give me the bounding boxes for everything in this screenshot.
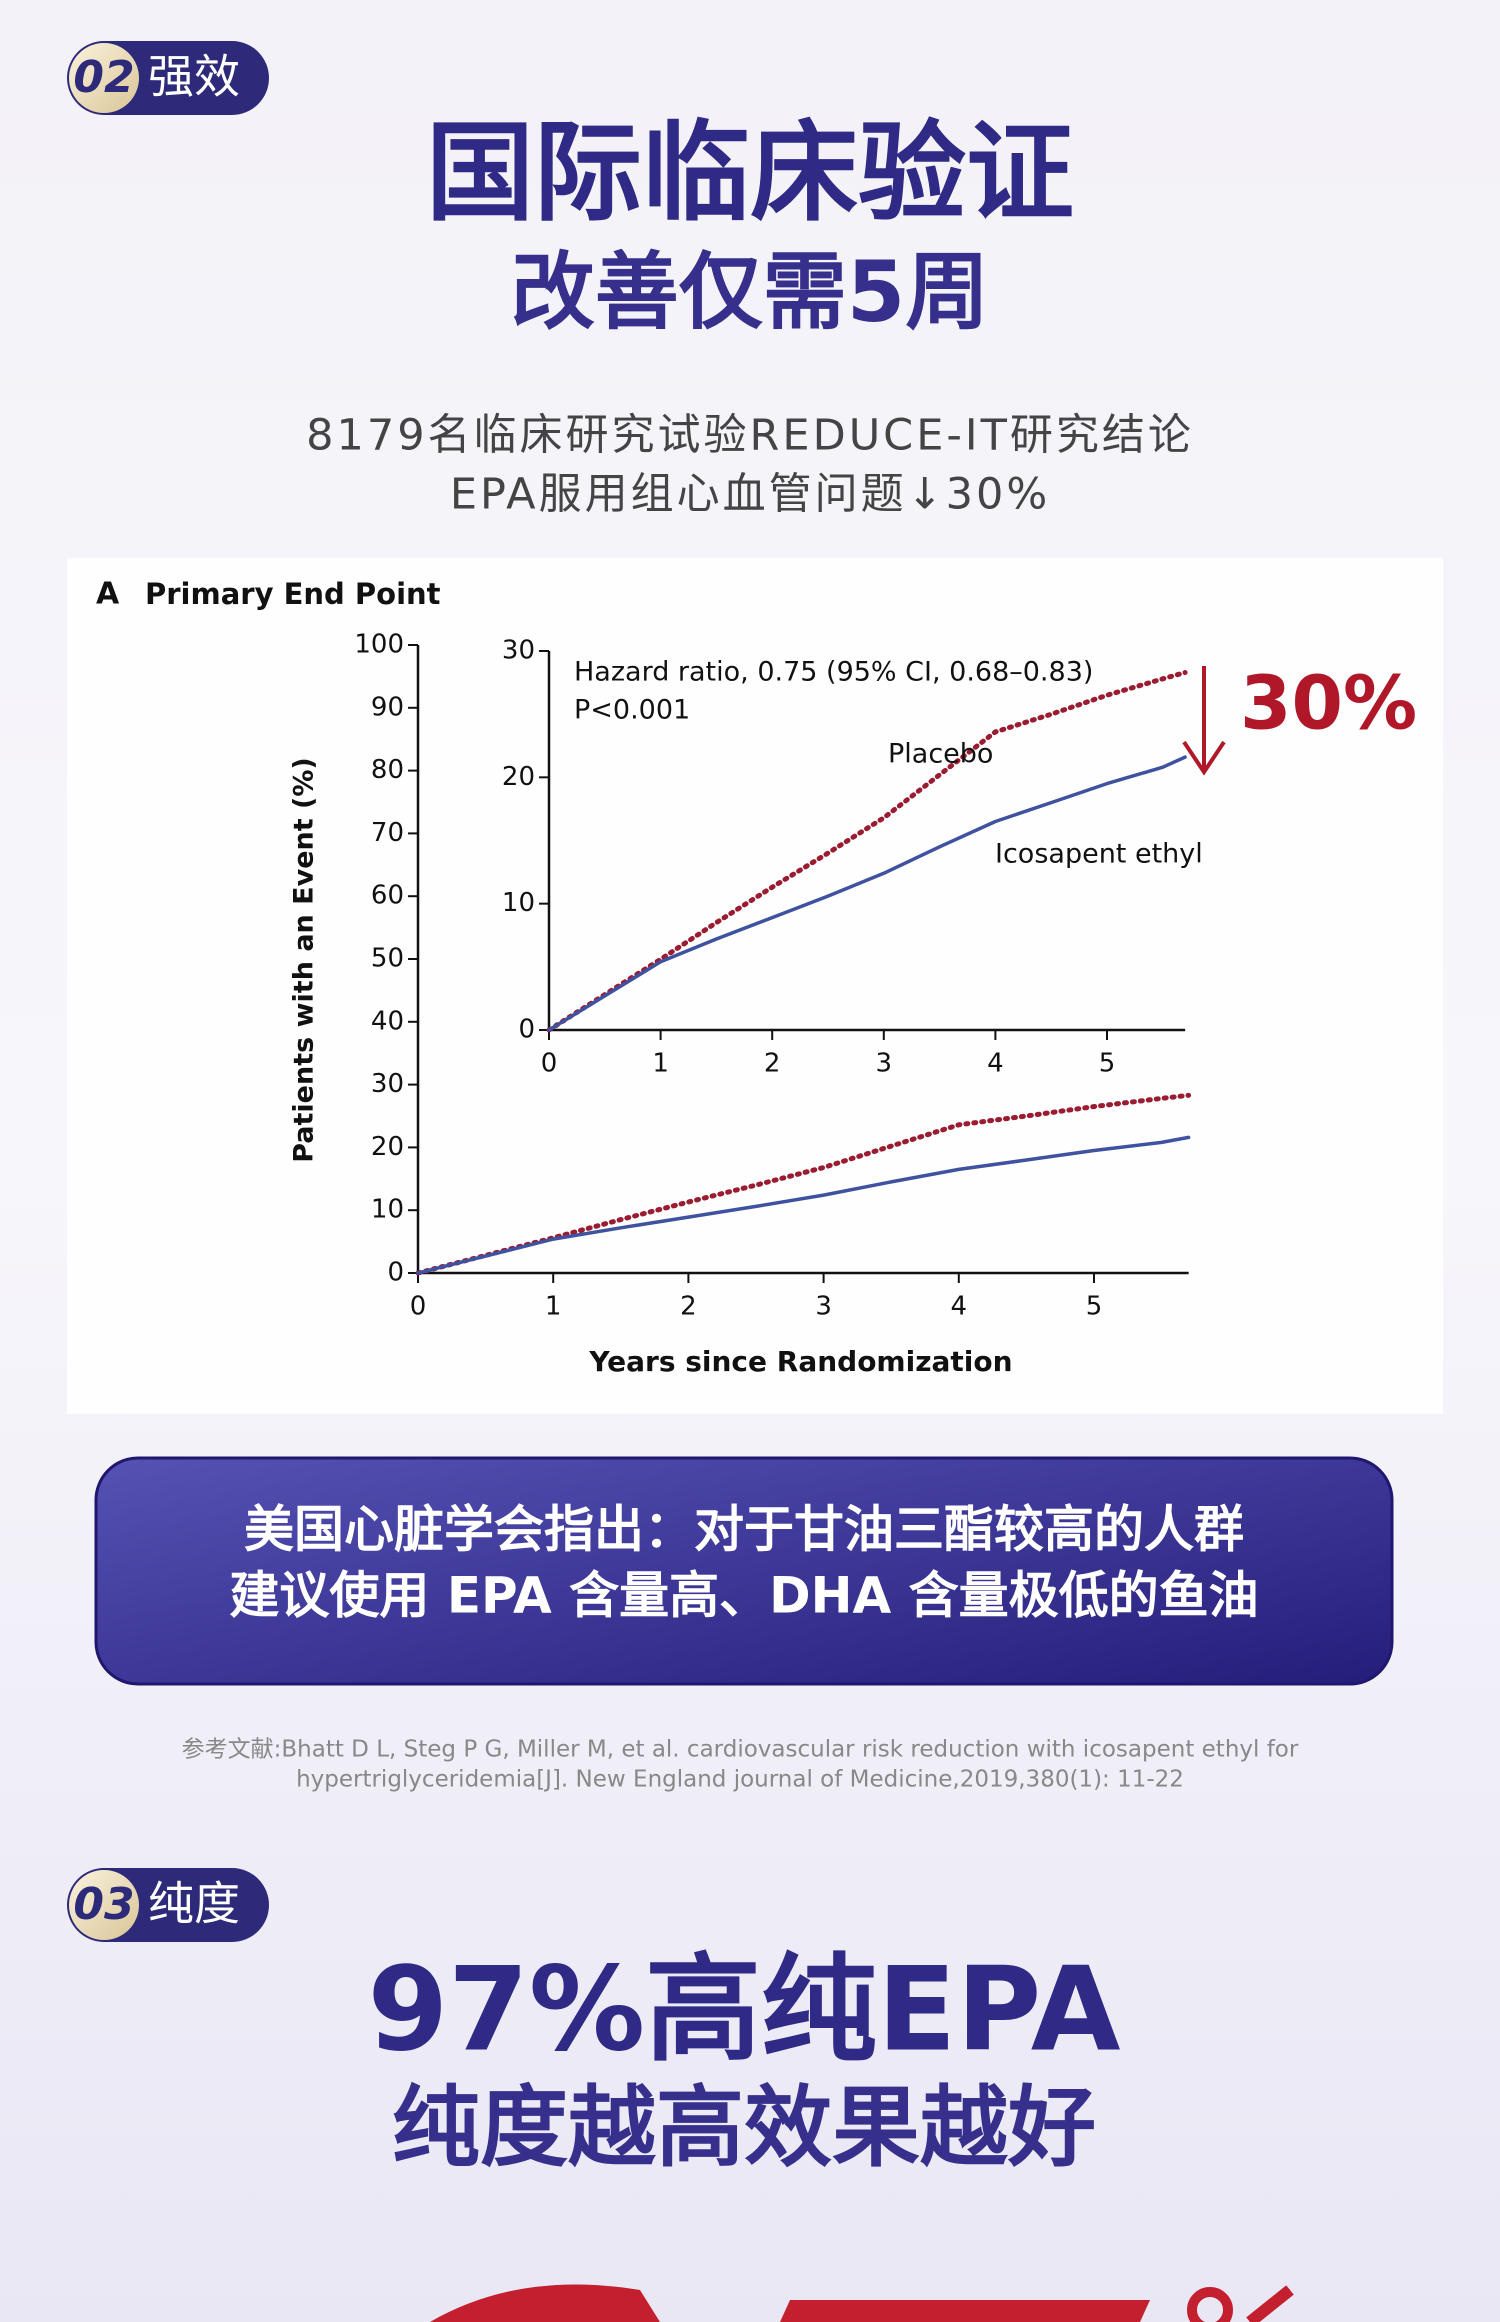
x-axis-label: Years since Randomization <box>588 1345 1012 1378</box>
title: 97%高纯EPA <box>367 1943 1120 2078</box>
badge-coin <box>69 43 139 113</box>
callout-text: 建议使用 EPA 含量高、DHA 含量极低的鱼油 <box>229 1567 1258 1625</box>
chart-title: Primary End Point <box>145 577 441 611</box>
badge-number: 03 <box>73 1879 134 1930</box>
x-tick-label: 5 <box>1086 1292 1103 1322</box>
y-tick-label: 100 <box>354 630 404 660</box>
chart-panel <box>67 558 1443 1414</box>
badge-number: 02 <box>73 52 134 103</box>
series-label: Icosapent ethyl <box>995 839 1203 870</box>
y-tick-label: 90 <box>371 692 404 722</box>
y-tick-label: 20 <box>502 762 535 792</box>
subtitle: 纯度越高效果越好 <box>392 2076 1096 2179</box>
x-tick-label: 5 <box>1099 1049 1116 1079</box>
x-tick-label: 1 <box>652 1049 669 1079</box>
annotation: Hazard ratio, 0.75 (95% CI, 0.68–0.83) <box>574 657 1093 688</box>
reference-text: hypertriglyceridemia[J]. New England jou… <box>296 1767 1184 1793</box>
reference-text: 参考文献:Bhatt D L, Steg P G, Miller M, et a… <box>182 1737 1299 1763</box>
y-tick-label: 10 <box>502 888 535 918</box>
reduction-arrow <box>1182 666 1226 776</box>
series-line <box>416 1135 1191 1275</box>
description: 8179名临床研究试验REDUCE-IT研究结论 <box>306 411 1194 461</box>
y-tick-label: 0 <box>387 1258 404 1288</box>
x-tick-label: 2 <box>680 1292 697 1322</box>
y-axis-label: Patients with an Event (%) <box>289 757 320 1163</box>
subtitle: 改善仅需5周 <box>511 243 989 341</box>
decor <box>1246 2285 1294 2322</box>
title: 国际临床验证 <box>426 111 1074 236</box>
y-tick-label: 0 <box>518 1015 535 1045</box>
y-tick-label: 80 <box>371 755 404 785</box>
callout-box <box>94 1456 1394 1686</box>
x-tick-label: 4 <box>951 1292 968 1322</box>
x-tick-label: 2 <box>764 1049 781 1079</box>
y-tick-label: 10 <box>371 1195 404 1225</box>
inset-series-line <box>547 755 1187 1032</box>
inset-series-line <box>546 670 1188 1033</box>
decor <box>430 2284 660 2322</box>
x-tick-label: 4 <box>987 1049 1004 1079</box>
x-tick-label: 3 <box>876 1049 893 1079</box>
series-label: Placebo <box>888 739 993 770</box>
badge-label: 强效 <box>148 50 240 104</box>
badge-label: 纯度 <box>148 1877 240 1931</box>
x-tick-label: 3 <box>815 1292 832 1322</box>
description: EPA服用组心血管问题↓30% <box>450 470 1050 520</box>
x-tick-label: 0 <box>410 1292 427 1322</box>
y-tick-label: 60 <box>371 881 404 911</box>
panel-label: A <box>96 577 120 612</box>
y-tick-label: 40 <box>371 1006 404 1036</box>
y-tick-label: 50 <box>371 944 404 974</box>
y-tick-label: 30 <box>502 636 535 666</box>
y-tick-label: 30 <box>371 1069 404 1099</box>
x-tick-label: 1 <box>545 1292 562 1322</box>
annotation: P<0.001 <box>574 695 690 726</box>
x-tick-label: 0 <box>541 1049 558 1079</box>
reduction-label: 30% <box>1240 661 1417 747</box>
callout-text: 美国心脏学会指出：对于甘油三酯较高的人群 <box>244 1501 1244 1559</box>
y-tick-label: 20 <box>371 1132 404 1162</box>
decor <box>780 2300 1150 2322</box>
badge-coin <box>69 1870 139 1940</box>
decor <box>1187 2287 1233 2322</box>
y-tick-label: 70 <box>371 818 404 848</box>
